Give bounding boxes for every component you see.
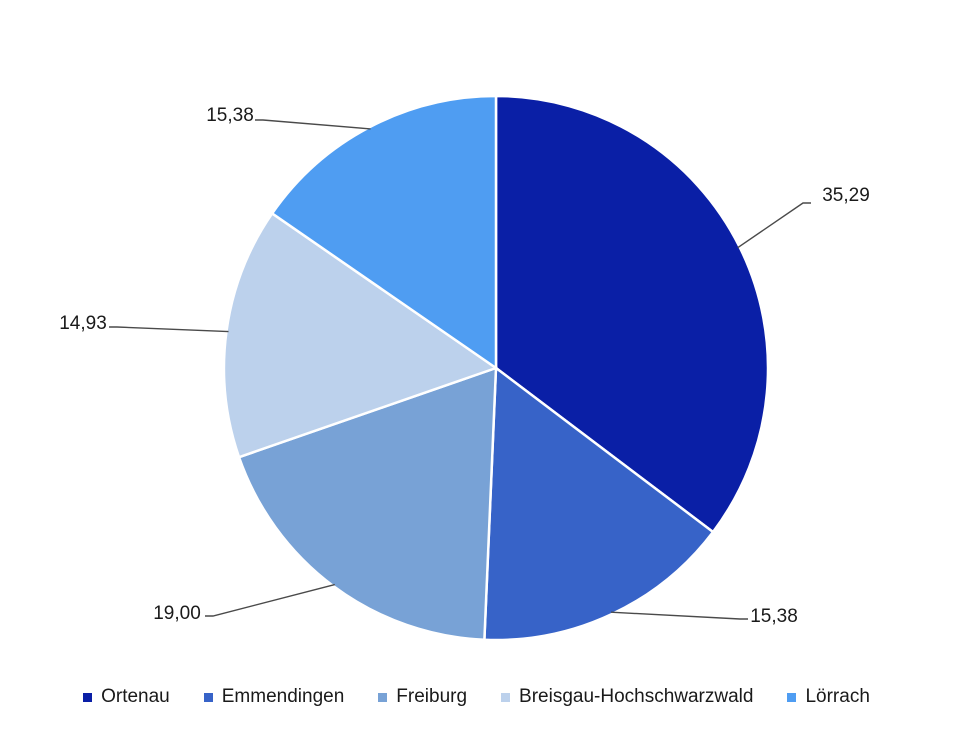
legend-swatch-freiburg [378,692,388,702]
leader-line-1 [737,202,811,249]
legend-label-emmendingen: Emmendingen [221,686,345,707]
legend-item-freiburg: Freiburg [378,686,467,708]
pie-chart-svg: 35,29 15,38 19,00 14,93 15,38 [59,94,870,642]
legend-item-breisgau-hochschwarzwald: Breisgau-Hochschwarzwald [501,686,753,708]
chart-legend: Ortenau Emmendingen Freiburg Breisgau-Ho… [0,682,953,712]
legend-label-loerrach: Lörrach [805,686,870,707]
legend-swatch-emmendingen [203,692,213,702]
data-label-3: 19,00 [153,603,201,624]
pie-slice-emmendingen [483,365,715,642]
legend-swatch-ortenau [83,692,93,702]
data-label-5: 15,38 [206,105,254,126]
legend-swatch-loerrach [787,692,797,702]
legend-label-freiburg: Freiburg [396,686,468,707]
leader-line-3 [205,583,335,617]
pie-slice-loerrach [270,94,498,371]
data-label-2: 15,38 [750,606,798,627]
legend-label-ortenau: Ortenau [101,686,170,707]
data-labels: 35,29 15,38 19,00 14,93 15,38 [59,105,870,627]
leader-line-5 [255,119,371,130]
data-label-1: 35,29 [822,185,870,206]
legend-item-loerrach: Lörrach [787,686,870,708]
pie-slices [222,94,770,642]
leader-line-4 [109,326,229,333]
legend-swatch-breisgau-hochschwarzwald [501,692,511,702]
legend-item-ortenau: Ortenau [83,686,170,708]
data-label-4: 14,93 [59,313,107,334]
legend-label-breisgau-hochschwarzwald: Breisgau-Hochschwarzwald [519,686,754,707]
leader-line-2 [611,611,748,620]
legend-item-emmendingen: Emmendingen [203,686,345,708]
leader-lines [109,119,811,620]
